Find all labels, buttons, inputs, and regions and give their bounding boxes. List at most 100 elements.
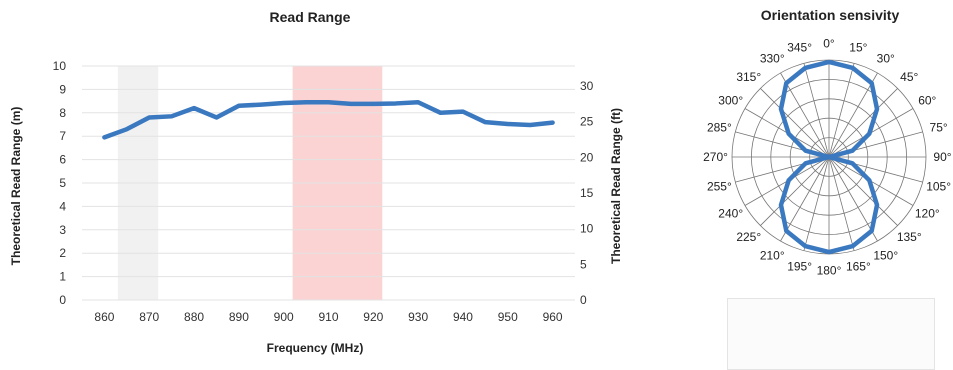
x-tick-label: 960 [543,310,563,324]
data-point [851,66,855,70]
polar-spoke [760,88,830,158]
y-tick-label: 8 [59,106,66,120]
orientation-chart: Orientation sensivity 0° 15° 30° 45° 60° 75° 9… [690,0,953,280]
data-point [214,115,218,119]
y-tick-label: 3 [59,223,66,237]
data-point [787,178,791,182]
data-point [850,149,854,153]
y-axis-label-right: Theoretical Read Range (ft) [609,108,623,264]
data-point [416,100,420,104]
data-point [506,122,510,126]
data-point [170,114,174,118]
data-point [125,127,129,131]
data-point [192,106,196,110]
data-point [259,103,263,107]
data-point [870,81,874,85]
polar-spoke [828,63,855,158]
y2-tick-label: 10 [580,222,594,236]
y-tick-label: 0 [59,293,66,307]
angle-tick-label: 180° [817,263,842,277]
data-point [827,60,831,64]
data-point [102,135,106,139]
y2-tick-label: 0 [580,293,587,307]
data-point [483,120,487,124]
x-tick-label: 860 [94,310,114,324]
angle-tick-label: 195° [787,260,812,274]
read-range-chart: Read Range Frequency (MHz) Theoretical R… [9,9,623,355]
data-point [528,123,532,127]
angle-tick-label: 270° [703,150,728,164]
angle-tick-label: 240° [718,207,743,221]
polar-spoke [803,156,830,251]
data-point [867,132,871,136]
y2-tick-label: 5 [580,257,587,271]
angle-tick-label: 285° [707,121,732,135]
y-tick-label: 9 [59,82,66,96]
y2-tick-label: 15 [580,186,594,200]
data-point [304,100,308,104]
angle-tick-label: 75° [930,121,948,135]
data-point [779,107,783,111]
y-tick-label: 1 [59,270,66,284]
data-point [804,149,808,153]
data-point [870,229,874,233]
data-point [804,161,808,165]
y-tick-label: 4 [59,199,66,213]
angle-tick-label: 300° [718,93,743,107]
x-tick-label: 890 [229,310,249,324]
data-point [787,132,791,136]
y2-tick-label: 20 [580,150,594,164]
data-point [851,244,855,248]
data-point [827,250,831,254]
data-point [394,101,398,105]
x-tick-label: 880 [184,310,204,324]
angle-tick-label: 210° [760,248,785,262]
data-point [237,104,241,108]
x-tick-label: 920 [363,310,383,324]
data-point [282,101,286,105]
angle-tick-label: 330° [760,52,785,66]
y-tick-label: 6 [59,153,66,167]
angle-tick-label: 255° [707,179,732,193]
data-point [327,100,330,104]
y2-tick-label: 25 [580,115,594,129]
data-point [349,102,353,106]
data-point [875,107,879,111]
read-range-title: Read Range [270,9,351,25]
angle-tick-label: 165° [846,260,871,274]
angle-tick-label: 90° [933,150,951,164]
data-point [850,161,854,165]
angle-tick-label: 15° [849,40,867,54]
angle-tick-label: 315° [736,70,761,84]
data-point [784,229,788,233]
angle-tick-label: 105° [926,179,951,193]
y-tick-label: 5 [59,176,66,190]
angle-tick-label: 150° [873,248,898,262]
data-point [875,203,879,207]
y-tick-label: 10 [53,59,67,73]
x-tick-label: 950 [498,310,518,324]
x-tick-label: 910 [318,310,338,324]
data-point [803,66,807,70]
polar-spoke [828,72,878,158]
polar-spoke [760,156,830,226]
logo-card [727,298,935,370]
data-point [803,244,807,248]
polar-spoke [780,72,830,158]
y-tick-label: 7 [59,129,66,143]
polar-spoke [828,156,878,242]
data-point [439,111,443,115]
data-point [551,121,555,125]
y-tick-label: 2 [59,246,66,260]
read-range-chart-svg: Read Range Frequency (MHz) Theoretical R… [9,9,623,355]
data-point [784,81,788,85]
angle-tick-label: 60° [918,93,936,107]
angle-tick-label: 225° [736,230,761,244]
angle-tick-label: 135° [897,230,922,244]
data-point [779,203,783,207]
x-tick-label: 870 [139,310,159,324]
angle-tick-label: 30° [877,52,895,66]
angle-tick-label: 120° [915,207,940,221]
angle-tick-label: 0° [823,37,835,51]
data-point [461,110,465,114]
